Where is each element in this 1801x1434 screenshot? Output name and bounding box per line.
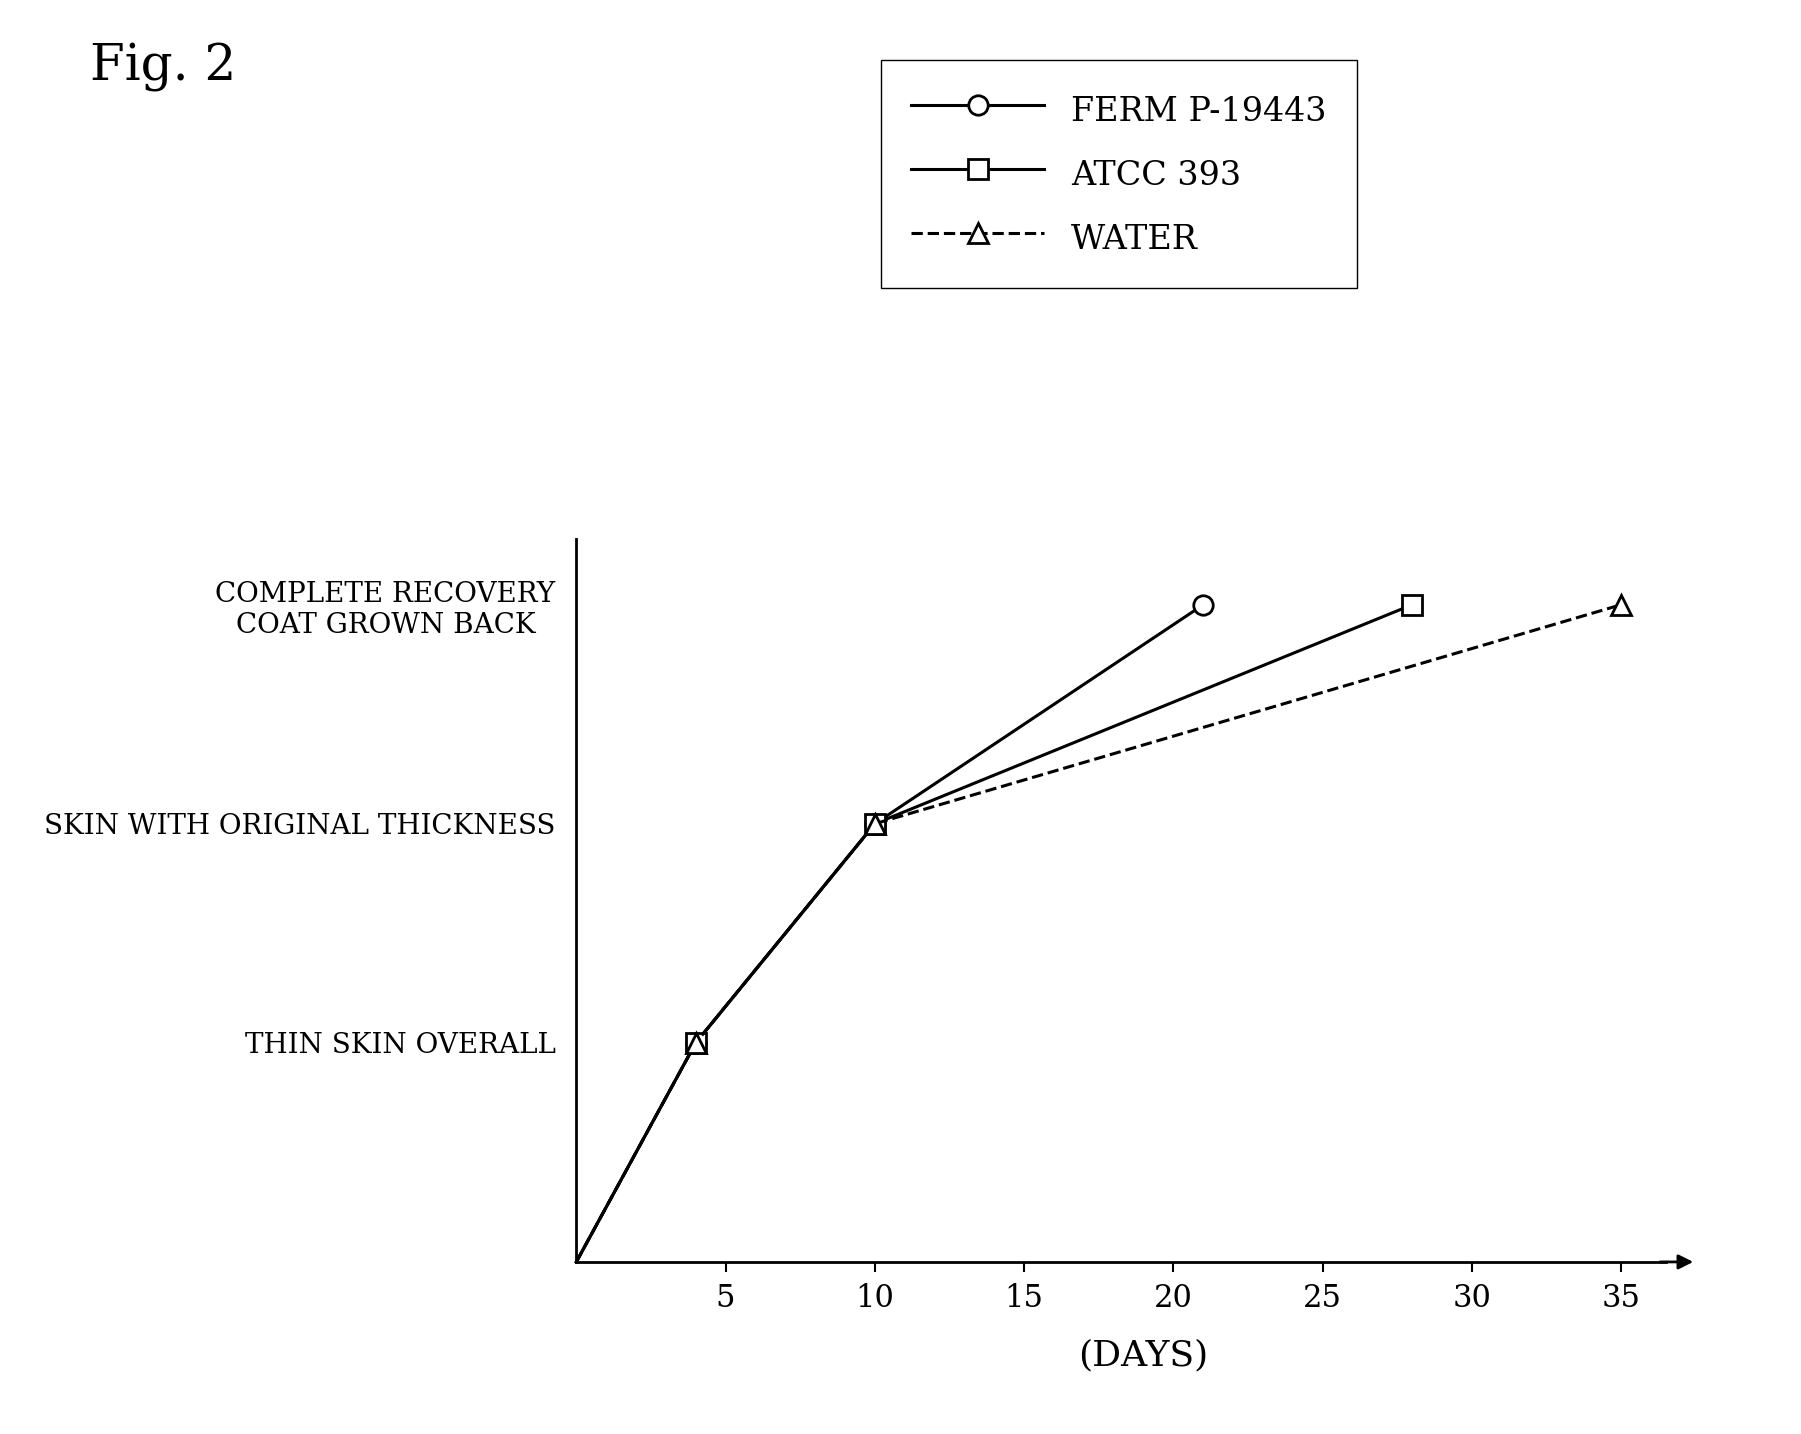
X-axis label: (DAYS): (DAYS) — [1079, 1339, 1208, 1372]
Text: Fig. 2: Fig. 2 — [90, 43, 236, 92]
Legend: FERM P-19443, ATCC 393, WATER: FERM P-19443, ATCC 393, WATER — [881, 60, 1356, 288]
